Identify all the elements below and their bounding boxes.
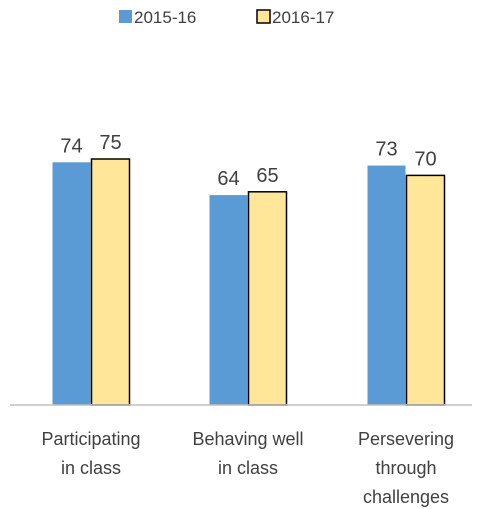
legend-swatch-2015-16 [119,10,132,23]
category-label-0-1: in class [61,458,121,478]
bar-2016-17-0 [90,158,131,406]
legend-swatch-2016-17 [256,9,271,24]
category-label-0-0: Participating [41,429,140,449]
category-label-1-0: Behaving well [192,429,303,449]
category-label-2-0: Persevering [358,429,454,449]
data-labels: 74 64 73 75 65 70 [60,132,436,190]
data-label-2016-17-2: 70 [414,148,436,170]
legend-label-2016-17: 2016-17 [272,8,334,27]
bars [52,158,446,406]
bar-2015-16-1 [209,195,248,405]
legend: 2015-16 2016-17 [119,8,334,27]
data-label-2015-16-2: 73 [375,139,397,161]
category-label-1-1: in class [218,458,278,478]
category-label-2-1: through [375,458,436,478]
bar-2015-16-2 [367,165,406,405]
data-label-2015-16-1: 64 [217,168,239,190]
bar-2015-16-0 [52,162,91,405]
data-label-2016-17-0: 75 [99,132,121,154]
bar-2016-17-1 [247,191,288,406]
data-label-2016-17-1: 65 [256,165,278,187]
bar-2016-17-2 [405,174,446,406]
category-label-2-2: challenges [363,487,449,507]
legend-label-2015-16: 2015-16 [134,8,196,27]
data-label-2015-16-0: 74 [60,135,82,157]
category-labels: Participating in class Behaving well in cla… [41,429,454,507]
